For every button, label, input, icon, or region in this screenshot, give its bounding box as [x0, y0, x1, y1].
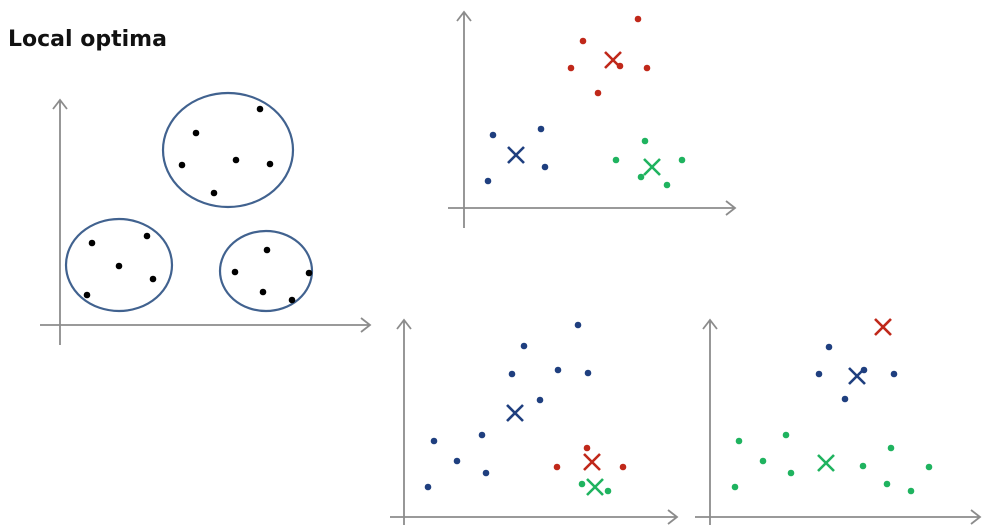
- point: [825, 343, 833, 351]
- cluster-outline: [161, 91, 295, 209]
- point: [83, 291, 91, 299]
- point: [263, 246, 271, 254]
- point: [553, 463, 561, 471]
- point: [536, 396, 544, 404]
- point: [115, 262, 123, 270]
- point: [604, 487, 612, 495]
- point: [489, 131, 497, 139]
- point: [478, 431, 486, 439]
- point: [143, 232, 151, 240]
- point: [567, 64, 575, 72]
- point: [890, 370, 898, 378]
- centroid: [586, 478, 604, 496]
- axis: [40, 98, 372, 345]
- point: [594, 89, 602, 97]
- point: [782, 431, 790, 439]
- centroid: [643, 158, 661, 176]
- cluster-outline: [218, 229, 314, 313]
- point: [88, 239, 96, 247]
- point: [579, 37, 587, 45]
- point: [574, 321, 582, 329]
- centroid: [817, 454, 835, 472]
- point: [678, 156, 686, 164]
- point: [883, 480, 891, 488]
- point: [643, 64, 651, 72]
- point: [634, 15, 642, 23]
- point: [484, 177, 492, 185]
- centroid: [583, 453, 601, 471]
- axis: [695, 318, 982, 525]
- point: [735, 437, 743, 445]
- point: [266, 160, 274, 168]
- point: [759, 457, 767, 465]
- centroid: [506, 404, 524, 422]
- point: [192, 129, 200, 137]
- axis: [448, 10, 737, 228]
- point: [259, 288, 267, 296]
- point: [859, 462, 867, 470]
- point: [925, 463, 933, 471]
- centroid: [507, 146, 525, 164]
- point: [787, 469, 795, 477]
- point: [256, 105, 264, 113]
- point: [537, 125, 545, 133]
- point: [815, 370, 823, 378]
- point: [663, 181, 671, 189]
- centroid: [848, 367, 866, 385]
- point: [453, 457, 461, 465]
- point: [430, 437, 438, 445]
- point: [887, 444, 895, 452]
- point: [305, 269, 313, 277]
- point: [210, 189, 218, 197]
- point: [841, 395, 849, 403]
- point: [641, 137, 649, 145]
- point: [907, 487, 915, 495]
- point: [578, 480, 586, 488]
- point: [178, 161, 186, 169]
- point: [482, 469, 490, 477]
- cluster-outline: [64, 217, 174, 313]
- title: Local optima: [8, 27, 167, 52]
- point: [231, 268, 239, 276]
- point: [554, 366, 562, 374]
- point: [637, 173, 645, 181]
- drawing: [40, 10, 982, 525]
- point: [149, 275, 157, 283]
- centroid: [604, 51, 622, 69]
- point: [232, 156, 240, 164]
- point: [508, 370, 516, 378]
- point: [424, 483, 432, 491]
- point: [288, 296, 296, 304]
- point: [731, 483, 739, 491]
- point: [583, 444, 591, 452]
- point: [541, 163, 549, 171]
- axis: [390, 318, 679, 525]
- centroid: [874, 318, 892, 336]
- point: [520, 342, 528, 350]
- point: [612, 156, 620, 164]
- point: [619, 463, 627, 471]
- point: [584, 369, 592, 377]
